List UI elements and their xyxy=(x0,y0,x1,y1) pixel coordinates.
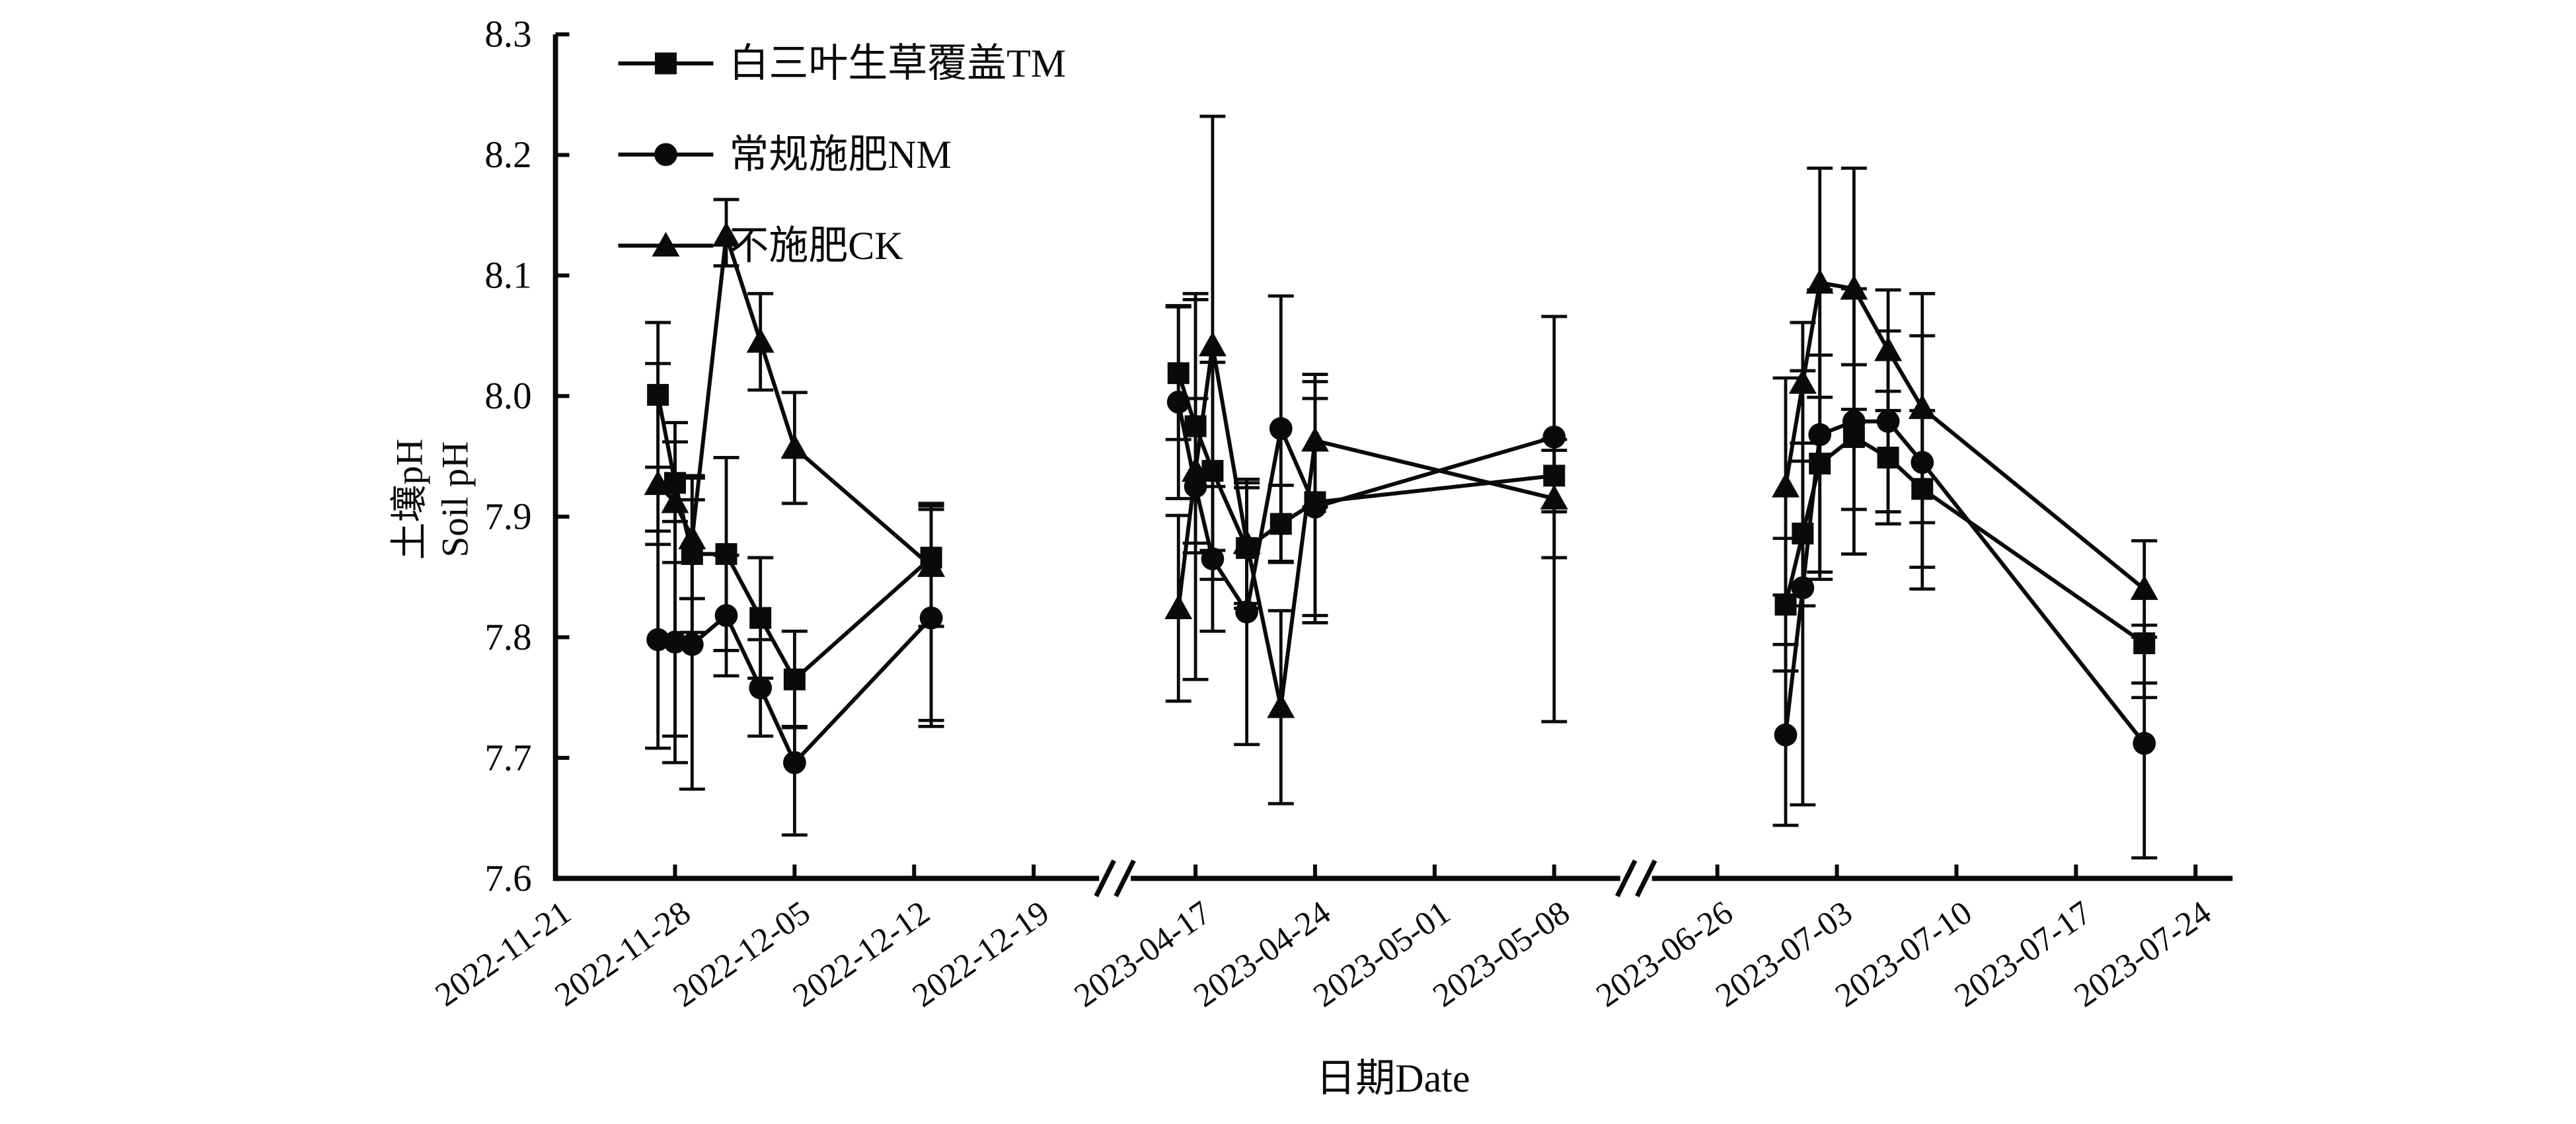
x-tick-labels: 2022-11-212022-11-282022-12-052022-12-12… xyxy=(429,894,2218,1014)
y-tick-label: 8.1 xyxy=(484,254,531,296)
data-point-square xyxy=(1911,478,1934,500)
error-bars xyxy=(645,287,2158,860)
data-point-triangle xyxy=(2130,575,2158,600)
axes xyxy=(552,34,2233,881)
data-point-circle xyxy=(654,143,677,167)
data-point-circle xyxy=(1269,417,1293,441)
y-axis-title-en: Soil pH xyxy=(435,441,476,558)
axis-break-icon xyxy=(1114,859,1136,897)
data-point-circle xyxy=(749,676,773,700)
data-point-circle xyxy=(680,632,704,656)
x-tick-label: 2023-05-08 xyxy=(1427,894,1577,1014)
series-line xyxy=(1176,345,1555,708)
data-point-square xyxy=(1167,362,1190,385)
data-point-square xyxy=(647,384,669,406)
x-axis-title: 日期Date xyxy=(1316,1057,1470,1100)
data-point-square xyxy=(1809,453,1831,475)
series-circle xyxy=(645,287,2158,860)
data-point-square xyxy=(2133,632,2156,654)
data-point-square xyxy=(1792,522,1814,544)
y-tick-labels: 8.3 8.2 8.1 8.0 7.9 7.8 7.7 7.6 xyxy=(484,13,531,899)
series-line xyxy=(1783,280,2146,591)
axis-break-icon xyxy=(1094,859,1116,897)
data-point-square xyxy=(1842,426,1865,448)
axis-break-icon xyxy=(1615,859,1638,897)
series-markers xyxy=(647,362,2156,691)
series-line xyxy=(1176,372,1555,551)
data-point-square xyxy=(1201,460,1224,482)
series-markers xyxy=(644,221,2158,718)
legend-item: 白三叶生草覆盖TM xyxy=(618,42,1066,85)
legend-item: 常规施肥NM xyxy=(618,133,952,176)
data-point-square xyxy=(783,668,806,691)
legend: 白三叶生草覆盖TM 常规施肥NM 不施肥CK xyxy=(618,42,1066,268)
y-tick-label: 8.3 xyxy=(484,13,531,55)
data-point-square xyxy=(1877,446,1899,468)
data-point-triangle xyxy=(1772,472,1800,498)
legend-label: 常规施肥NM xyxy=(729,133,951,176)
data-point-triangle xyxy=(746,328,775,353)
data-point-triangle xyxy=(1198,331,1227,357)
x-tick-label: 2022-11-21 xyxy=(429,894,578,1014)
data-point-square xyxy=(1184,415,1207,437)
legend-item: 不施肥CK xyxy=(618,224,903,268)
x-ticks xyxy=(553,864,2198,879)
y-tick-label: 7.6 xyxy=(484,858,531,899)
series-line xyxy=(1783,434,2146,646)
legend-label: 白三叶生草覆盖TM xyxy=(729,42,1066,85)
data-point-circle xyxy=(2133,731,2156,755)
data-point-triangle xyxy=(1805,268,1834,294)
series-markers xyxy=(646,391,2156,774)
legend-label: 不施肥CK xyxy=(729,224,903,268)
y-tick-label: 7.9 xyxy=(484,496,531,537)
data-point-square xyxy=(654,52,677,75)
data-point-triangle xyxy=(652,231,680,257)
data-point-square xyxy=(663,472,686,494)
y-ticks xyxy=(555,32,570,881)
series-line xyxy=(1176,401,1555,617)
data-point-circle xyxy=(782,751,806,774)
data-point-circle xyxy=(1542,426,1566,449)
data-point-square xyxy=(920,546,942,569)
error-bars xyxy=(645,298,2158,738)
y-tick-label: 8.0 xyxy=(484,375,531,417)
data-point-circle xyxy=(1235,600,1258,624)
series-square xyxy=(645,298,2158,738)
data-point-square xyxy=(1304,491,1326,513)
data-point-square xyxy=(1543,465,1566,487)
y-tick-label: 7.7 xyxy=(484,737,531,778)
data-point-square xyxy=(1236,537,1258,559)
data-point-square xyxy=(715,543,738,565)
data-point-triangle xyxy=(712,221,740,247)
data-point-triangle xyxy=(1164,594,1193,620)
data-point-square xyxy=(1269,513,1292,535)
data-point-square xyxy=(749,607,772,629)
x-tick-label: 2022-12-19 xyxy=(906,894,1056,1014)
data-point-square xyxy=(681,543,703,565)
axis-breaks xyxy=(1094,859,1657,897)
y-tick-label: 7.8 xyxy=(484,617,531,658)
data-point-square xyxy=(1774,593,1797,616)
x-tick-label: 2023-07-24 xyxy=(2068,894,2218,1014)
data-point-circle xyxy=(646,628,670,652)
data-point-circle xyxy=(1774,723,1798,747)
series-line xyxy=(1783,419,2146,745)
y-tick-label: 8.2 xyxy=(484,134,531,176)
data-point-triangle xyxy=(1267,693,1295,718)
data-point-triangle xyxy=(780,433,809,459)
axis-break-icon xyxy=(1635,859,1657,897)
y-axis-title-cn: 土壤pH xyxy=(389,439,431,560)
